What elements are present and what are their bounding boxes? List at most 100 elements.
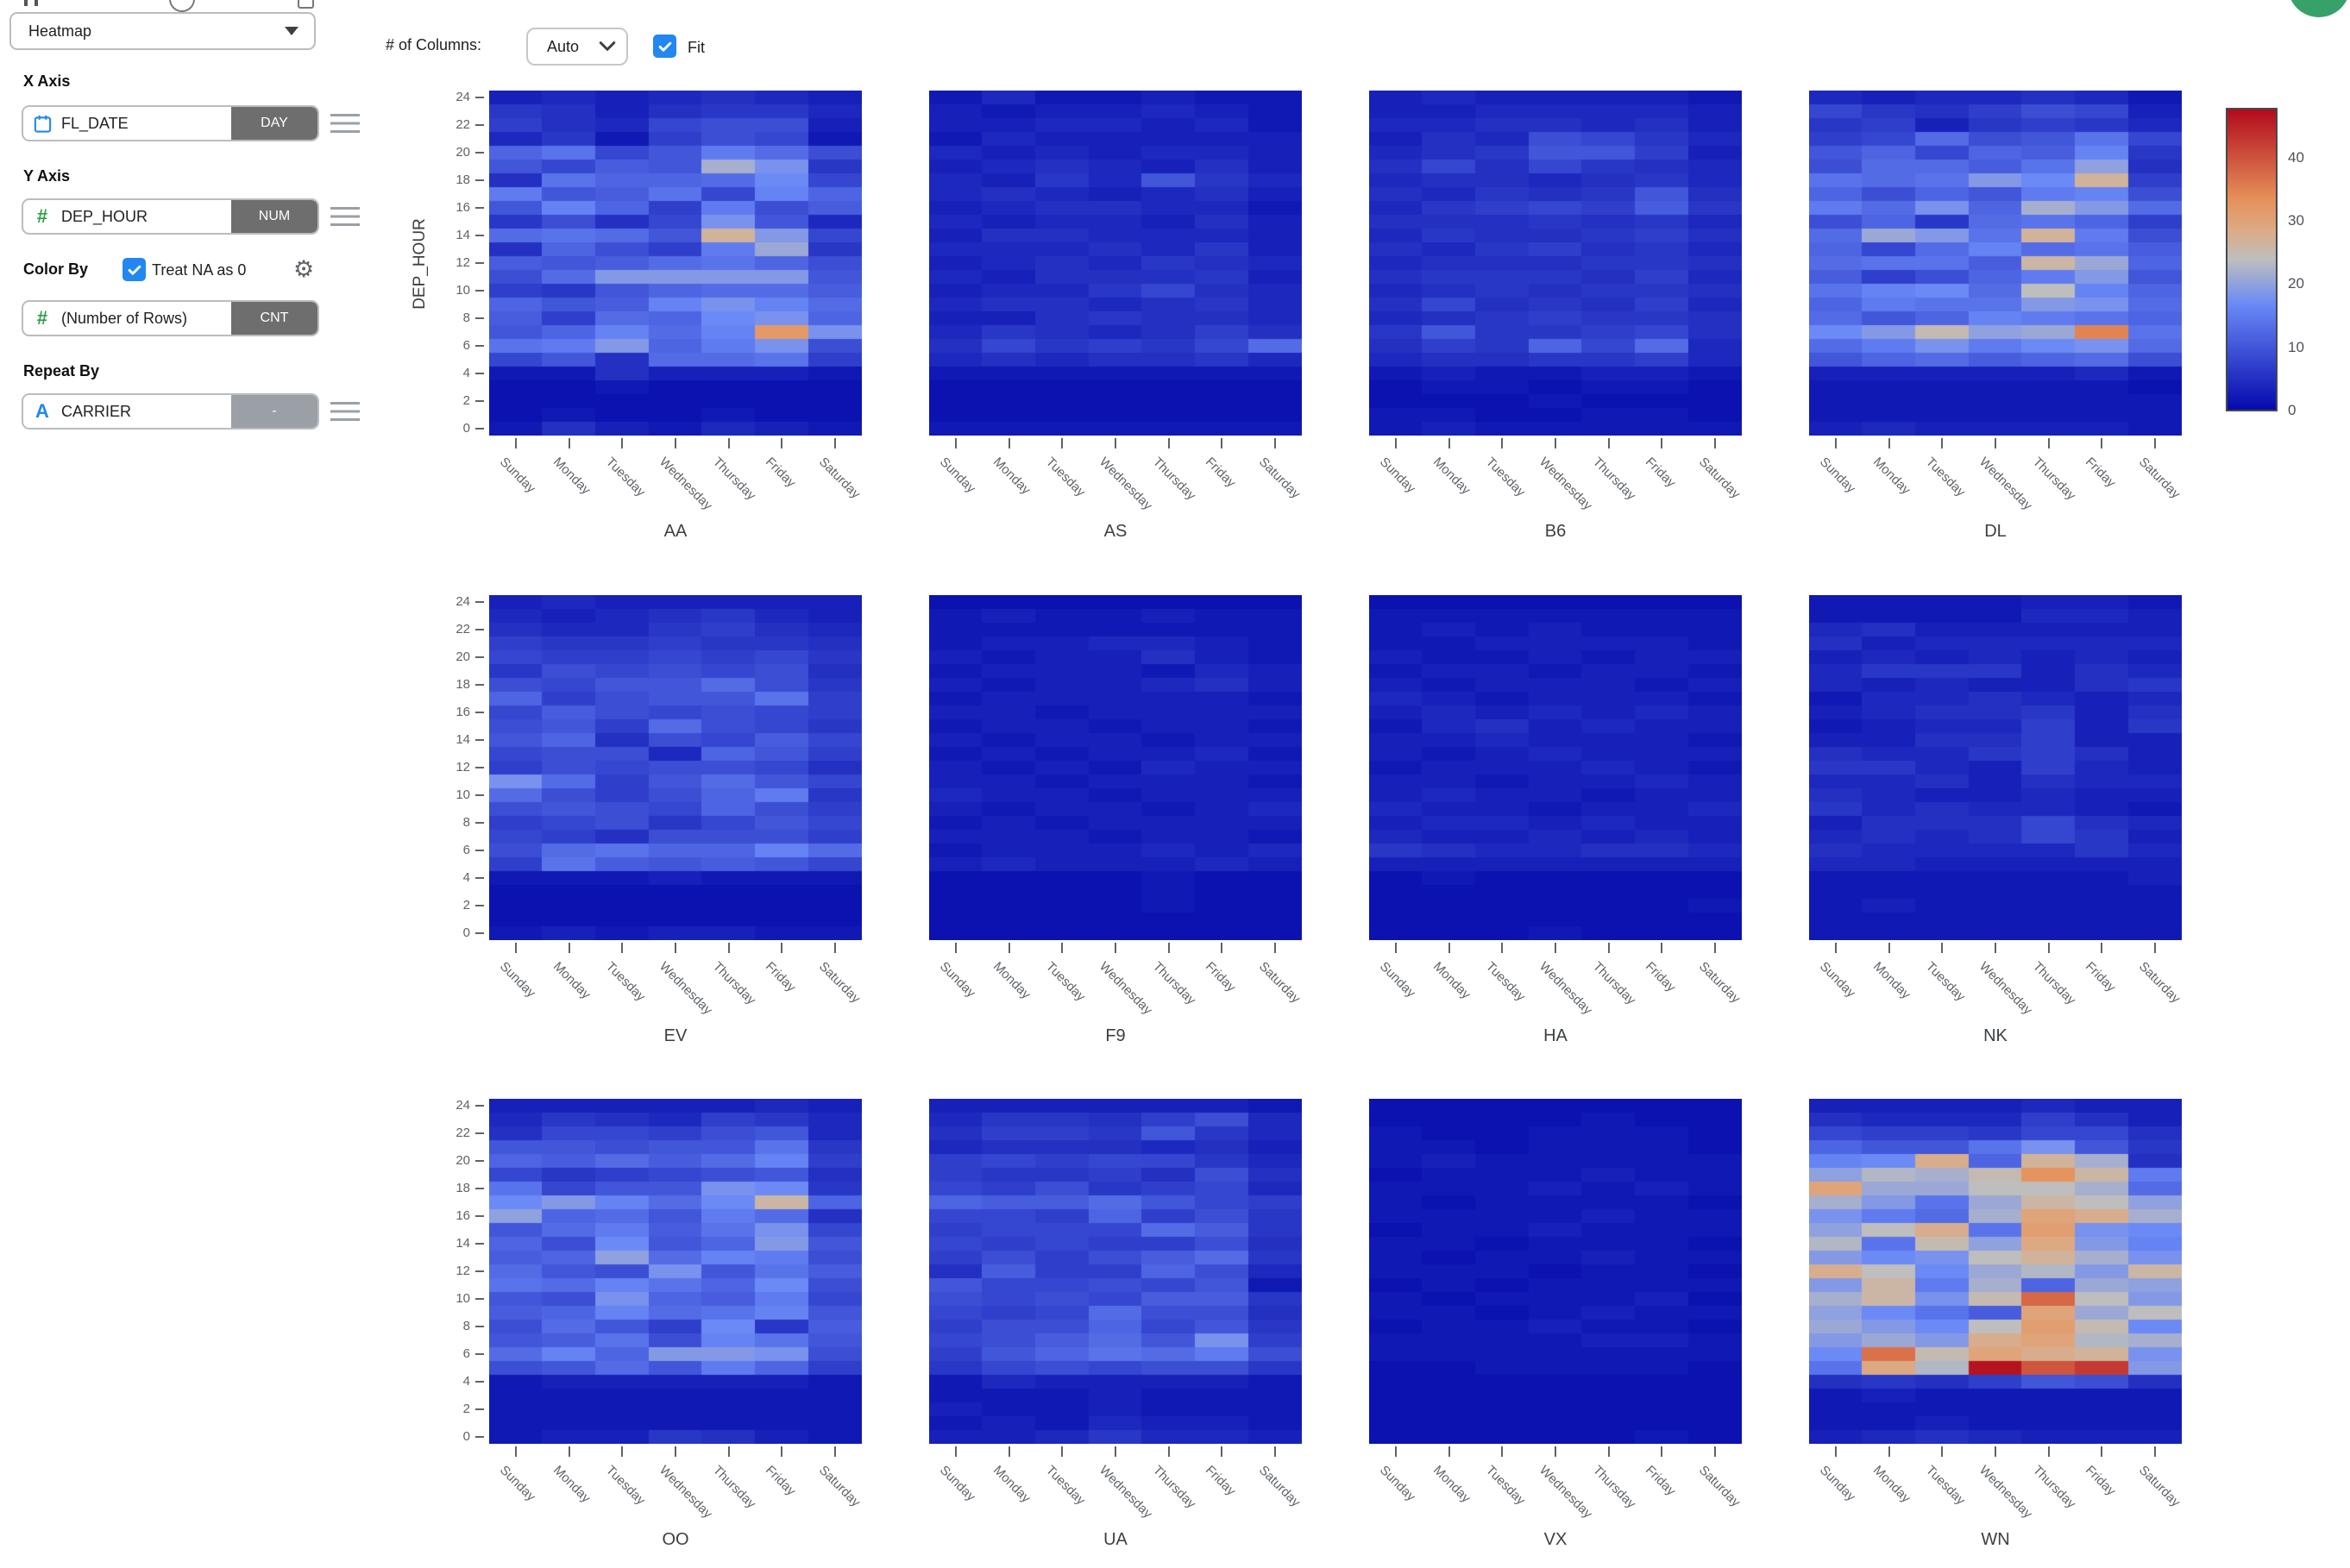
y-tick-mark <box>475 262 484 264</box>
heatmap-panel-HA[interactable] <box>1369 595 1742 940</box>
heatmap-panel-VX[interactable] <box>1369 1099 1742 1444</box>
clipped-tool-icon[interactable] <box>298 0 314 9</box>
status-dot[interactable] <box>2288 0 2350 17</box>
y-tick-mark <box>475 767 484 768</box>
columns-count-select[interactable]: Auto <box>526 28 628 66</box>
y-tick-label: 12 <box>456 1264 470 1278</box>
y-axis-field[interactable]: # DEP_HOUR NUM <box>22 198 319 235</box>
chart-type-select[interactable]: Heatmap <box>9 12 316 50</box>
x-tick-label: Friday <box>763 455 799 491</box>
x-tick-mark <box>1274 438 1277 448</box>
x-tick-label: Wednesday <box>1976 1463 2035 1521</box>
x-tick-mark <box>1834 438 1837 448</box>
x-tick-mark <box>1995 438 1996 448</box>
y-tick-mark <box>475 1381 484 1383</box>
x-axis-aggregation-badge[interactable]: DAY <box>231 107 317 140</box>
x-tick-label: Sunday <box>1816 1463 1858 1504</box>
x-tick-label: Tuesday <box>603 959 649 1005</box>
x-tick-label: Friday <box>1643 455 1679 491</box>
x-tick-mark <box>568 438 570 448</box>
x-tick-label: Saturday <box>1696 455 1744 502</box>
x-tick-mark <box>621 1446 624 1457</box>
y-tick-label: 8 <box>462 1319 470 1333</box>
x-tick-mark <box>781 438 783 448</box>
y-tick-label: 24 <box>456 1098 470 1113</box>
color-by-aggregation-badge[interactable]: CNT <box>231 302 317 335</box>
panel-title: EV <box>663 1026 688 1045</box>
x-tick-label: Wednesday <box>1096 1463 1155 1521</box>
x-tick-label: Thursday <box>709 1463 758 1512</box>
x-tick-mark <box>1115 1446 1116 1457</box>
y-tick-label: 16 <box>456 200 470 215</box>
fit-checkbox[interactable] <box>653 34 676 58</box>
x-tick-mark <box>1995 1446 1996 1457</box>
y-tick-mark <box>475 850 484 851</box>
x-tick-label: Saturday <box>2136 455 2183 502</box>
drag-handle-icon[interactable] <box>330 207 360 226</box>
x-tick-label: Wednesday <box>1976 959 2035 1018</box>
x-tick-mark <box>954 1446 957 1457</box>
heatmap-panel-UA[interactable] <box>929 1099 1302 1444</box>
panel-title: VX <box>1543 1530 1568 1549</box>
treat-na-checkbox[interactable] <box>123 258 146 281</box>
heatmap-panel-AA[interactable] <box>489 91 862 436</box>
x-tick-mark <box>675 943 676 953</box>
clipped-gear-icon[interactable] <box>169 0 195 12</box>
heatmap-panel-B6[interactable] <box>1369 91 1742 436</box>
x-tick-mark <box>1888 438 1890 448</box>
heatmap-panel-DL[interactable] <box>1809 91 2182 436</box>
x-tick-label: Wednesday <box>1536 959 1595 1018</box>
x-tick-mark <box>514 943 517 953</box>
x-tick-label: Thursday <box>709 959 758 1008</box>
color-by-field[interactable]: # (Number of Rows) CNT <box>22 300 319 336</box>
x-tick-mark <box>1661 943 1663 953</box>
y-tick-mark <box>475 1270 484 1272</box>
x-tick-label: Tuesday <box>603 455 649 500</box>
heatmap-panel-OO[interactable] <box>489 1099 862 1444</box>
y-tick-label: 24 <box>456 90 470 104</box>
x-tick-label: Thursday <box>1589 959 1638 1008</box>
x-tick-label: Thursday <box>2029 455 2078 504</box>
heatmap-panel-EV[interactable] <box>489 595 862 940</box>
x-tick-label: Monday <box>990 959 1034 1002</box>
x-tick-mark <box>1995 943 1996 953</box>
x-tick-mark <box>675 438 676 448</box>
heatmap-panel-WN[interactable] <box>1809 1099 2182 1444</box>
y-axis-aggregation-badge[interactable]: NUM <box>231 200 317 233</box>
repeat-by-aggregation-badge[interactable]: - <box>231 395 317 428</box>
chevron-down-icon <box>285 27 298 35</box>
x-tick-label: Monday <box>550 959 594 1002</box>
y-tick-mark <box>475 1105 484 1107</box>
y-tick-label: 24 <box>456 594 470 609</box>
x-tick-mark <box>568 1446 570 1457</box>
y-tick-mark <box>475 1132 484 1134</box>
y-tick-mark <box>475 1436 484 1438</box>
x-tick-label: Wednesday <box>656 959 715 1018</box>
y-tick-mark <box>475 97 484 98</box>
drag-handle-icon[interactable] <box>330 402 360 421</box>
x-axis-section-label: X Axis <box>23 72 71 90</box>
x-axis-field[interactable]: FL_DATE DAY <box>22 105 319 141</box>
clipped-toolbar-fragment <box>35 0 38 6</box>
y-tick-label: 4 <box>462 870 470 885</box>
x-tick-label: Wednesday <box>1536 1463 1595 1521</box>
heatmap-panel-F9[interactable] <box>929 595 1302 940</box>
panel-title: F9 <box>1105 1026 1126 1045</box>
x-tick-mark <box>1167 943 1170 953</box>
text-icon: A <box>35 400 49 422</box>
heatmap-panel-AS[interactable] <box>929 91 1302 436</box>
x-tick-label: Tuesday <box>1043 959 1089 1005</box>
repeat-by-field[interactable]: A CARRIER - <box>22 393 319 430</box>
x-tick-label: Wednesday <box>1976 455 2035 513</box>
x-tick-label: Friday <box>763 1463 799 1499</box>
x-tick-label: Monday <box>1429 455 1473 498</box>
y-tick-label: 20 <box>456 1153 470 1168</box>
gear-icon[interactable]: ⚙ <box>293 256 315 283</box>
y-tick-label: 10 <box>456 1291 470 1306</box>
drag-handle-icon[interactable] <box>330 114 360 133</box>
x-tick-label: Saturday <box>816 1463 864 1510</box>
calendar-icon <box>23 114 61 134</box>
x-tick-mark <box>1061 943 1064 953</box>
panel-title: NK <box>1983 1026 2008 1045</box>
heatmap-panel-NK[interactable] <box>1809 595 2182 940</box>
